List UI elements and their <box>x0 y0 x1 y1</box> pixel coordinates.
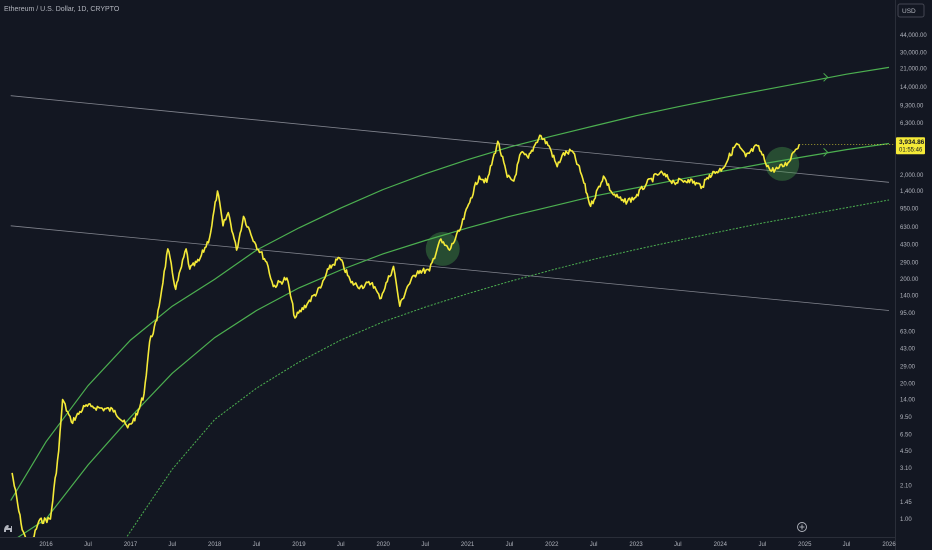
go-to-realtime-button[interactable] <box>797 522 807 532</box>
time-tick-label-3: Jul <box>168 542 176 548</box>
eth-price-line <box>11 134 800 537</box>
price-tick-label-18: 29.00 <box>900 365 916 371</box>
time-tick-label-15: Jul <box>674 542 682 548</box>
last-price-value: 3,934.86 <box>899 139 925 146</box>
time-tick-label-10: 2021 <box>461 542 475 548</box>
time-tick-label-12: 2022 <box>545 542 559 548</box>
currency-button[interactable]: USD <box>897 3 925 18</box>
channel-middle-curve <box>17 142 890 537</box>
channel-upper-curve <box>10 66 890 501</box>
price-tick-label-5: 6,300.00 <box>900 121 924 127</box>
price-tick-label-12: 290.00 <box>900 260 919 266</box>
price-tick-label-4: 9,300.00 <box>900 103 924 109</box>
logo-icon <box>4 525 12 532</box>
currency-button-frame <box>897 3 925 18</box>
last-price-label: 3,934.86 01:55:46 <box>896 137 925 155</box>
highlight-circle-0 <box>425 231 460 266</box>
projection-arrow-0 <box>823 72 829 82</box>
price-tick-label-8: 1,400.00 <box>900 189 924 195</box>
price-axis[interactable]: 44,000.00 30,000.00 21,000.00 14,000.00 9,30… <box>900 33 927 523</box>
price-tick-label-10: 630.00 <box>900 225 919 231</box>
channel-lower-dotted-curve <box>126 199 890 537</box>
time-tick-label-5: Jul <box>253 542 261 548</box>
plot-area[interactable] <box>10 66 895 550</box>
price-tick-label-1: 30,000.00 <box>900 50 927 56</box>
overlay-layer <box>10 66 890 537</box>
price-tick-label-26: 1.45 <box>900 500 912 506</box>
price-tick-label-11: 430.00 <box>900 243 919 249</box>
price-tick-label-16: 63.00 <box>900 329 916 335</box>
last-price-background <box>896 137 925 155</box>
clock-icon <box>797 522 807 532</box>
time-tick-label-2: 2017 <box>124 542 138 548</box>
time-tick-label-14: 2023 <box>629 542 643 548</box>
price-tick-label-19: 20.00 <box>900 381 916 387</box>
price-tick-label-13: 200.00 <box>900 277 919 283</box>
price-tick-label-14: 140.00 <box>900 293 919 299</box>
time-tick-label-8: 2020 <box>377 542 391 548</box>
time-tick-label-16: 2024 <box>714 542 728 548</box>
time-tick-label-13: Jul <box>590 542 598 548</box>
time-tick-label-18: 2025 <box>798 542 812 548</box>
price-tick-label-17: 43.00 <box>900 347 916 353</box>
time-tick-label-4: 2018 <box>208 542 222 548</box>
price-tick-label-21: 9.50 <box>900 415 912 421</box>
price-layer <box>11 134 895 537</box>
time-tick-label-1: Jul <box>84 542 92 548</box>
price-tick-label-20: 14.00 <box>900 398 916 404</box>
price-tick-label-27: 1.00 <box>900 517 912 523</box>
price-tick-label-0: 44,000.00 <box>900 33 927 39</box>
time-tick-label-9: Jul <box>421 542 429 548</box>
price-tick-label-9: 950.00 <box>900 207 919 213</box>
price-tick-label-24: 3.10 <box>900 466 912 472</box>
price-tick-label-7: 2,000.00 <box>900 173 924 179</box>
time-tick-label-20: 2026 <box>882 542 896 548</box>
time-tick-label-11: Jul <box>506 542 514 548</box>
lower-trend-line <box>10 225 890 311</box>
time-tick-label-17: Jul <box>758 542 766 548</box>
currency-label: USD <box>902 8 916 15</box>
time-axis[interactable]: 2016 Jul 2017 Jul 2018 Jul 2019 Jul 2020 Jul 2021 J… <box>39 542 896 548</box>
time-tick-label-7: Jul <box>337 542 345 548</box>
projection-arrow-1 <box>823 147 829 157</box>
price-tick-label-25: 2.10 <box>900 483 912 489</box>
price-tick-label-23: 4.50 <box>900 449 912 455</box>
time-tick-label-6: 2019 <box>292 542 306 548</box>
time-tick-label-19: Jul <box>843 542 851 548</box>
price-tick-label-22: 6.50 <box>900 432 912 438</box>
price-tick-label-15: 95.00 <box>900 311 916 317</box>
price-tick-label-3: 14,000.00 <box>900 85 927 91</box>
chart-title: Ethereum / U.S. Dollar, 1D, CRYPTO <box>4 6 120 13</box>
bar-countdown: 01:55:46 <box>899 147 923 153</box>
time-tick-label-0: 2016 <box>39 542 53 548</box>
price-tick-label-2: 21,000.00 <box>900 67 927 73</box>
